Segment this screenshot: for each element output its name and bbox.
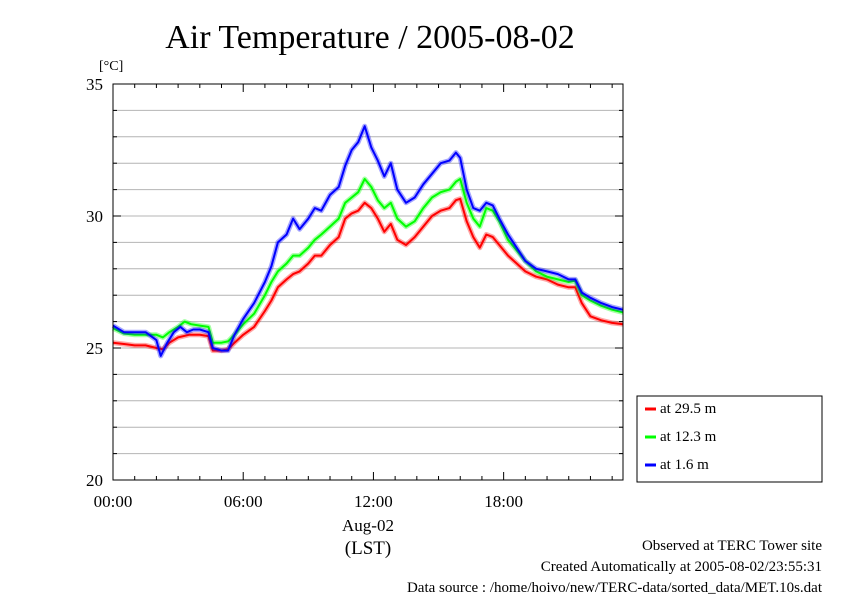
- y-tick-label: 20: [86, 471, 103, 490]
- footer-created: Created Automatically at 2005-08-02/23:5…: [541, 559, 822, 575]
- plot-series: [111, 123, 624, 359]
- x-tick-label: 18:00: [484, 492, 523, 511]
- legend-box: [636, 395, 823, 483]
- chart-title: Air Temperature / 2005-08-02: [165, 19, 575, 56]
- x-tick-label: 00:00: [94, 492, 133, 511]
- x-tick-label: 06:00: [224, 492, 263, 511]
- legend-label: at 1.6 m: [660, 457, 709, 473]
- x-axis-label: (LST): [345, 538, 391, 559]
- legend-label: at 29.5 m: [660, 401, 717, 417]
- plot-frame: [112, 83, 624, 481]
- footer-source: Data source : /home/hoivo/new/TERC-data/…: [407, 580, 823, 595]
- x-tick-label: 12:00: [354, 492, 393, 511]
- series-line: [112, 125, 624, 357]
- footer-site: Observed at TERC Tower site: [642, 538, 822, 554]
- y-tick-label: 30: [86, 207, 103, 226]
- y-axis-label: [°C]: [99, 59, 123, 74]
- legend: at 29.5 m at 12.3 m at 1.6 m: [636, 395, 823, 483]
- gridlines: [113, 109, 623, 455]
- axis-ticks: 20 25 30 35 00:00 06:00 12:00 18:00: [86, 75, 623, 511]
- y-tick-label: 35: [86, 75, 103, 94]
- date-label: Aug-02: [342, 516, 394, 535]
- series-3: [111, 123, 624, 359]
- legend-label: at 12.3 m: [660, 429, 717, 445]
- y-tick-label: 25: [86, 339, 103, 358]
